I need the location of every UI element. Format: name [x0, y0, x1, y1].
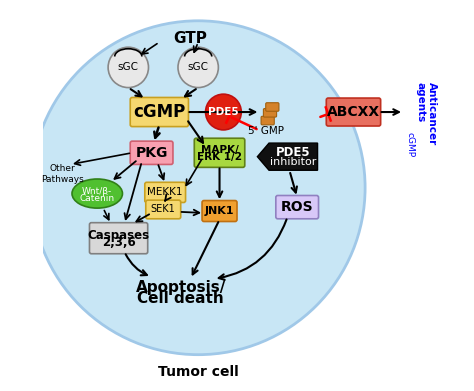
Circle shape [178, 47, 219, 88]
FancyBboxPatch shape [326, 98, 381, 126]
Text: Caspases: Caspases [88, 229, 150, 242]
Text: Other
Pathways: Other Pathways [41, 165, 84, 184]
Text: 2,3,6: 2,3,6 [102, 237, 136, 249]
Text: ERK 1/2: ERK 1/2 [197, 152, 242, 161]
Text: sGC: sGC [188, 63, 209, 72]
FancyBboxPatch shape [266, 103, 279, 111]
Text: Wnt/β-: Wnt/β- [82, 187, 112, 196]
FancyBboxPatch shape [202, 201, 237, 222]
Text: GTP: GTP [173, 31, 207, 46]
Text: SEK1: SEK1 [151, 204, 175, 215]
Text: ROS: ROS [281, 200, 313, 214]
FancyBboxPatch shape [90, 223, 148, 254]
Text: PDE5: PDE5 [276, 146, 310, 159]
Text: JNK1: JNK1 [205, 206, 234, 216]
Text: inhibitor: inhibitor [270, 157, 317, 167]
Text: Apoptosis/: Apoptosis/ [136, 280, 226, 295]
Polygon shape [257, 143, 318, 170]
Text: PKG: PKG [136, 146, 168, 160]
Text: 5' GMP: 5' GMP [248, 126, 284, 136]
Text: ABCXX: ABCXX [327, 105, 380, 119]
Text: sGC: sGC [118, 63, 139, 72]
Circle shape [31, 21, 365, 355]
FancyBboxPatch shape [276, 196, 319, 219]
FancyBboxPatch shape [146, 200, 181, 219]
Text: Catenin: Catenin [80, 194, 115, 203]
FancyBboxPatch shape [145, 182, 185, 203]
FancyBboxPatch shape [130, 141, 173, 165]
Text: Cell death: Cell death [137, 291, 224, 306]
Circle shape [108, 47, 148, 88]
Text: MEKK1: MEKK1 [147, 187, 183, 197]
FancyBboxPatch shape [194, 138, 245, 167]
Text: Anticancer
agents: Anticancer agents [416, 83, 437, 145]
Ellipse shape [72, 179, 122, 208]
Circle shape [206, 94, 241, 130]
Text: MAPK/: MAPK/ [201, 145, 238, 155]
Text: PDE5: PDE5 [208, 107, 239, 117]
Text: cGMP: cGMP [133, 103, 185, 121]
FancyBboxPatch shape [261, 116, 274, 125]
Text: cGMP: cGMP [405, 133, 414, 158]
FancyBboxPatch shape [130, 97, 189, 127]
FancyBboxPatch shape [264, 109, 277, 117]
Text: Tumor cell: Tumor cell [158, 365, 238, 379]
